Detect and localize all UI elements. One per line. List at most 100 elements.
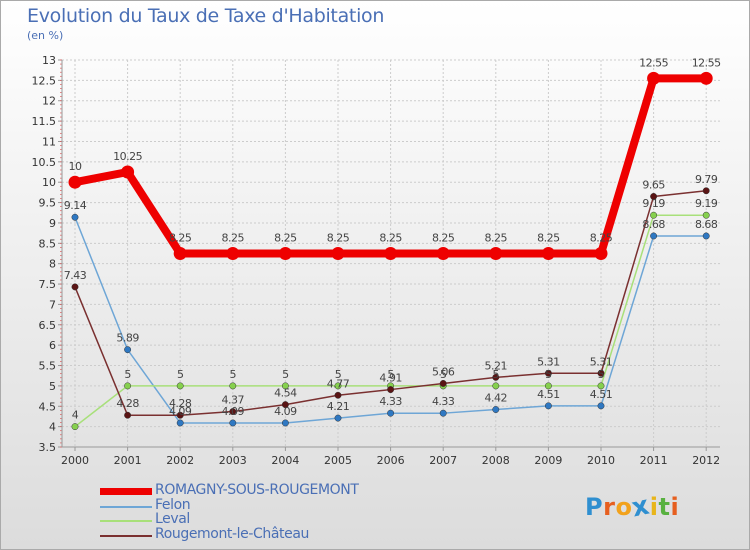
data-point-rougemont-le-ch-teau: [334, 391, 342, 399]
logo-letter: o: [615, 493, 633, 521]
data-label-rougemont-le-ch-teau: 9.65: [642, 178, 665, 191]
data-label-leval: 5: [124, 368, 131, 381]
data-point-romagny-sous-rougemont: [384, 247, 398, 260]
x-tick-label: 2001: [114, 454, 142, 467]
legend-swatch-felon: [100, 505, 152, 508]
data-label-romagny-sous-rougemont: 12.55: [692, 56, 721, 69]
data-point-leval: [71, 423, 79, 431]
x-tick-label: 2000: [61, 454, 89, 467]
x-tick-label: 2003: [219, 454, 247, 467]
data-label-felon: 5.89: [116, 332, 139, 345]
data-point-leval: [650, 211, 658, 219]
data-label-romagny-sous-rougemont: 8.25: [169, 232, 192, 245]
data-label-felon: 8.68: [695, 218, 718, 231]
y-tick-label: 10.5: [32, 156, 57, 169]
y-tick-label: 7: [49, 298, 56, 311]
data-label-romagny-sous-rougemont: 10.25: [113, 150, 142, 163]
data-label-leval: 5: [177, 368, 184, 381]
data-label-leval: 5: [440, 368, 447, 381]
data-point-rougemont-le-ch-teau: [439, 380, 447, 387]
data-label-rougemont-le-ch-teau: 9.79: [695, 173, 718, 186]
logo-letter: t: [658, 493, 671, 521]
legend-swatch-romagny: [100, 488, 152, 495]
data-point-romagny-sous-rougemont: [436, 247, 450, 260]
data-point-romagny-sous-rougemont: [173, 247, 187, 260]
data-label-rougemont-le-ch-teau: 4.28: [116, 397, 139, 410]
y-tick-label: 4.5: [39, 400, 57, 413]
data-label-leval: 5: [387, 368, 394, 381]
x-tick-label: 2006: [377, 454, 405, 467]
data-label-felon: 4.51: [537, 388, 560, 401]
data-label-romagny-sous-rougemont: 8.25: [590, 232, 613, 245]
y-tick-label: 13: [42, 54, 56, 67]
data-point-felon: [387, 409, 395, 417]
data-point-rougemont-le-ch-teau: [176, 411, 184, 419]
data-label-romagny-sous-rougemont: 10: [69, 160, 82, 173]
data-label-romagny-sous-rougemont: 8.25: [222, 232, 245, 245]
data-point-rougemont-le-ch-teau: [492, 373, 500, 381]
data-label-rougemont-le-ch-teau: 4.28: [169, 397, 192, 410]
data-label-romagny-sous-rougemont: 12.55: [639, 56, 668, 69]
x-tick-label: 2004: [271, 454, 299, 467]
y-tick-label: 5: [49, 380, 56, 393]
data-point-romagny-sous-rougemont: [489, 247, 503, 260]
data-label-leval: 9.19: [642, 197, 665, 210]
data-point-felon: [71, 213, 79, 221]
data-point-romagny-sous-rougemont: [226, 247, 240, 260]
data-label-rougemont-le-ch-teau: 5.06: [432, 365, 455, 378]
data-point-felon: [176, 419, 184, 427]
legend-swatch-leval: [100, 520, 152, 522]
data-point-felon: [334, 414, 342, 422]
data-point-felon: [439, 409, 447, 417]
legend-label-felon: Felon: [155, 496, 191, 513]
data-label-rougemont-le-ch-teau: 5.31: [590, 355, 613, 368]
x-tick-label: 2008: [482, 454, 510, 467]
legend-label-romagny: ROMAGNY-SOUS-ROUGEMONT: [155, 482, 359, 498]
data-point-romagny-sous-rougemont: [278, 247, 292, 260]
data-label-rougemont-le-ch-teau: 4.91: [379, 372, 402, 385]
data-label-leval: 5: [493, 368, 500, 381]
data-point-felon: [597, 402, 605, 410]
data-point-leval: [229, 382, 237, 390]
y-tick-label: 9.5: [39, 197, 57, 210]
data-label-rougemont-le-ch-teau: 7.43: [64, 269, 87, 282]
data-point-felon: [544, 402, 552, 410]
data-label-felon: 9.14: [64, 199, 87, 212]
data-label-leval: 5: [545, 368, 552, 381]
data-label-felon: 8.68: [642, 218, 665, 231]
x-tick-label: 2011: [640, 454, 668, 467]
legend-item-felon: Felon: [100, 496, 480, 514]
y-tick-label: 12: [42, 95, 56, 108]
data-label-felon: 4.09: [169, 405, 192, 418]
legend-swatch-rougemont: [100, 534, 152, 537]
data-label-rougemont-le-ch-teau: 4.37: [222, 394, 245, 407]
logo-letter: r: [603, 493, 616, 521]
data-point-leval: [544, 382, 552, 390]
y-tick-label: 10: [42, 176, 56, 189]
data-point-felon: [492, 406, 500, 413]
data-point-rougemont-le-ch-teau: [229, 408, 237, 416]
proxiti-logo: Proxiti: [585, 491, 679, 524]
data-label-leval: 9.19: [695, 197, 718, 210]
data-point-rougemont-le-ch-teau: [544, 369, 552, 377]
data-label-felon: 4.09: [274, 405, 297, 418]
legend-item-leval: Leval: [100, 511, 480, 528]
data-label-leval: 5: [335, 368, 342, 381]
data-point-rougemont-le-ch-teau: [387, 386, 395, 394]
data-point-felon: [124, 346, 132, 354]
y-tick-label: 9: [49, 217, 56, 230]
data-label-leval: 5: [598, 368, 605, 381]
legend-label-leval: Leval: [155, 511, 190, 527]
data-label-felon: 4.33: [432, 395, 455, 408]
data-point-romagny-sous-rougemont: [331, 247, 345, 260]
x-tick-label: 2010: [587, 454, 615, 467]
data-label-leval: 5: [230, 368, 237, 381]
logo-letter: P: [585, 493, 604, 521]
data-label-rougemont-le-ch-teau: 5.31: [537, 355, 560, 368]
data-point-rougemont-le-ch-teau: [702, 187, 710, 195]
data-label-romagny-sous-rougemont: 8.25: [537, 232, 560, 245]
data-label-rougemont-le-ch-teau: 4.54: [274, 387, 297, 400]
data-point-leval: [702, 211, 710, 219]
